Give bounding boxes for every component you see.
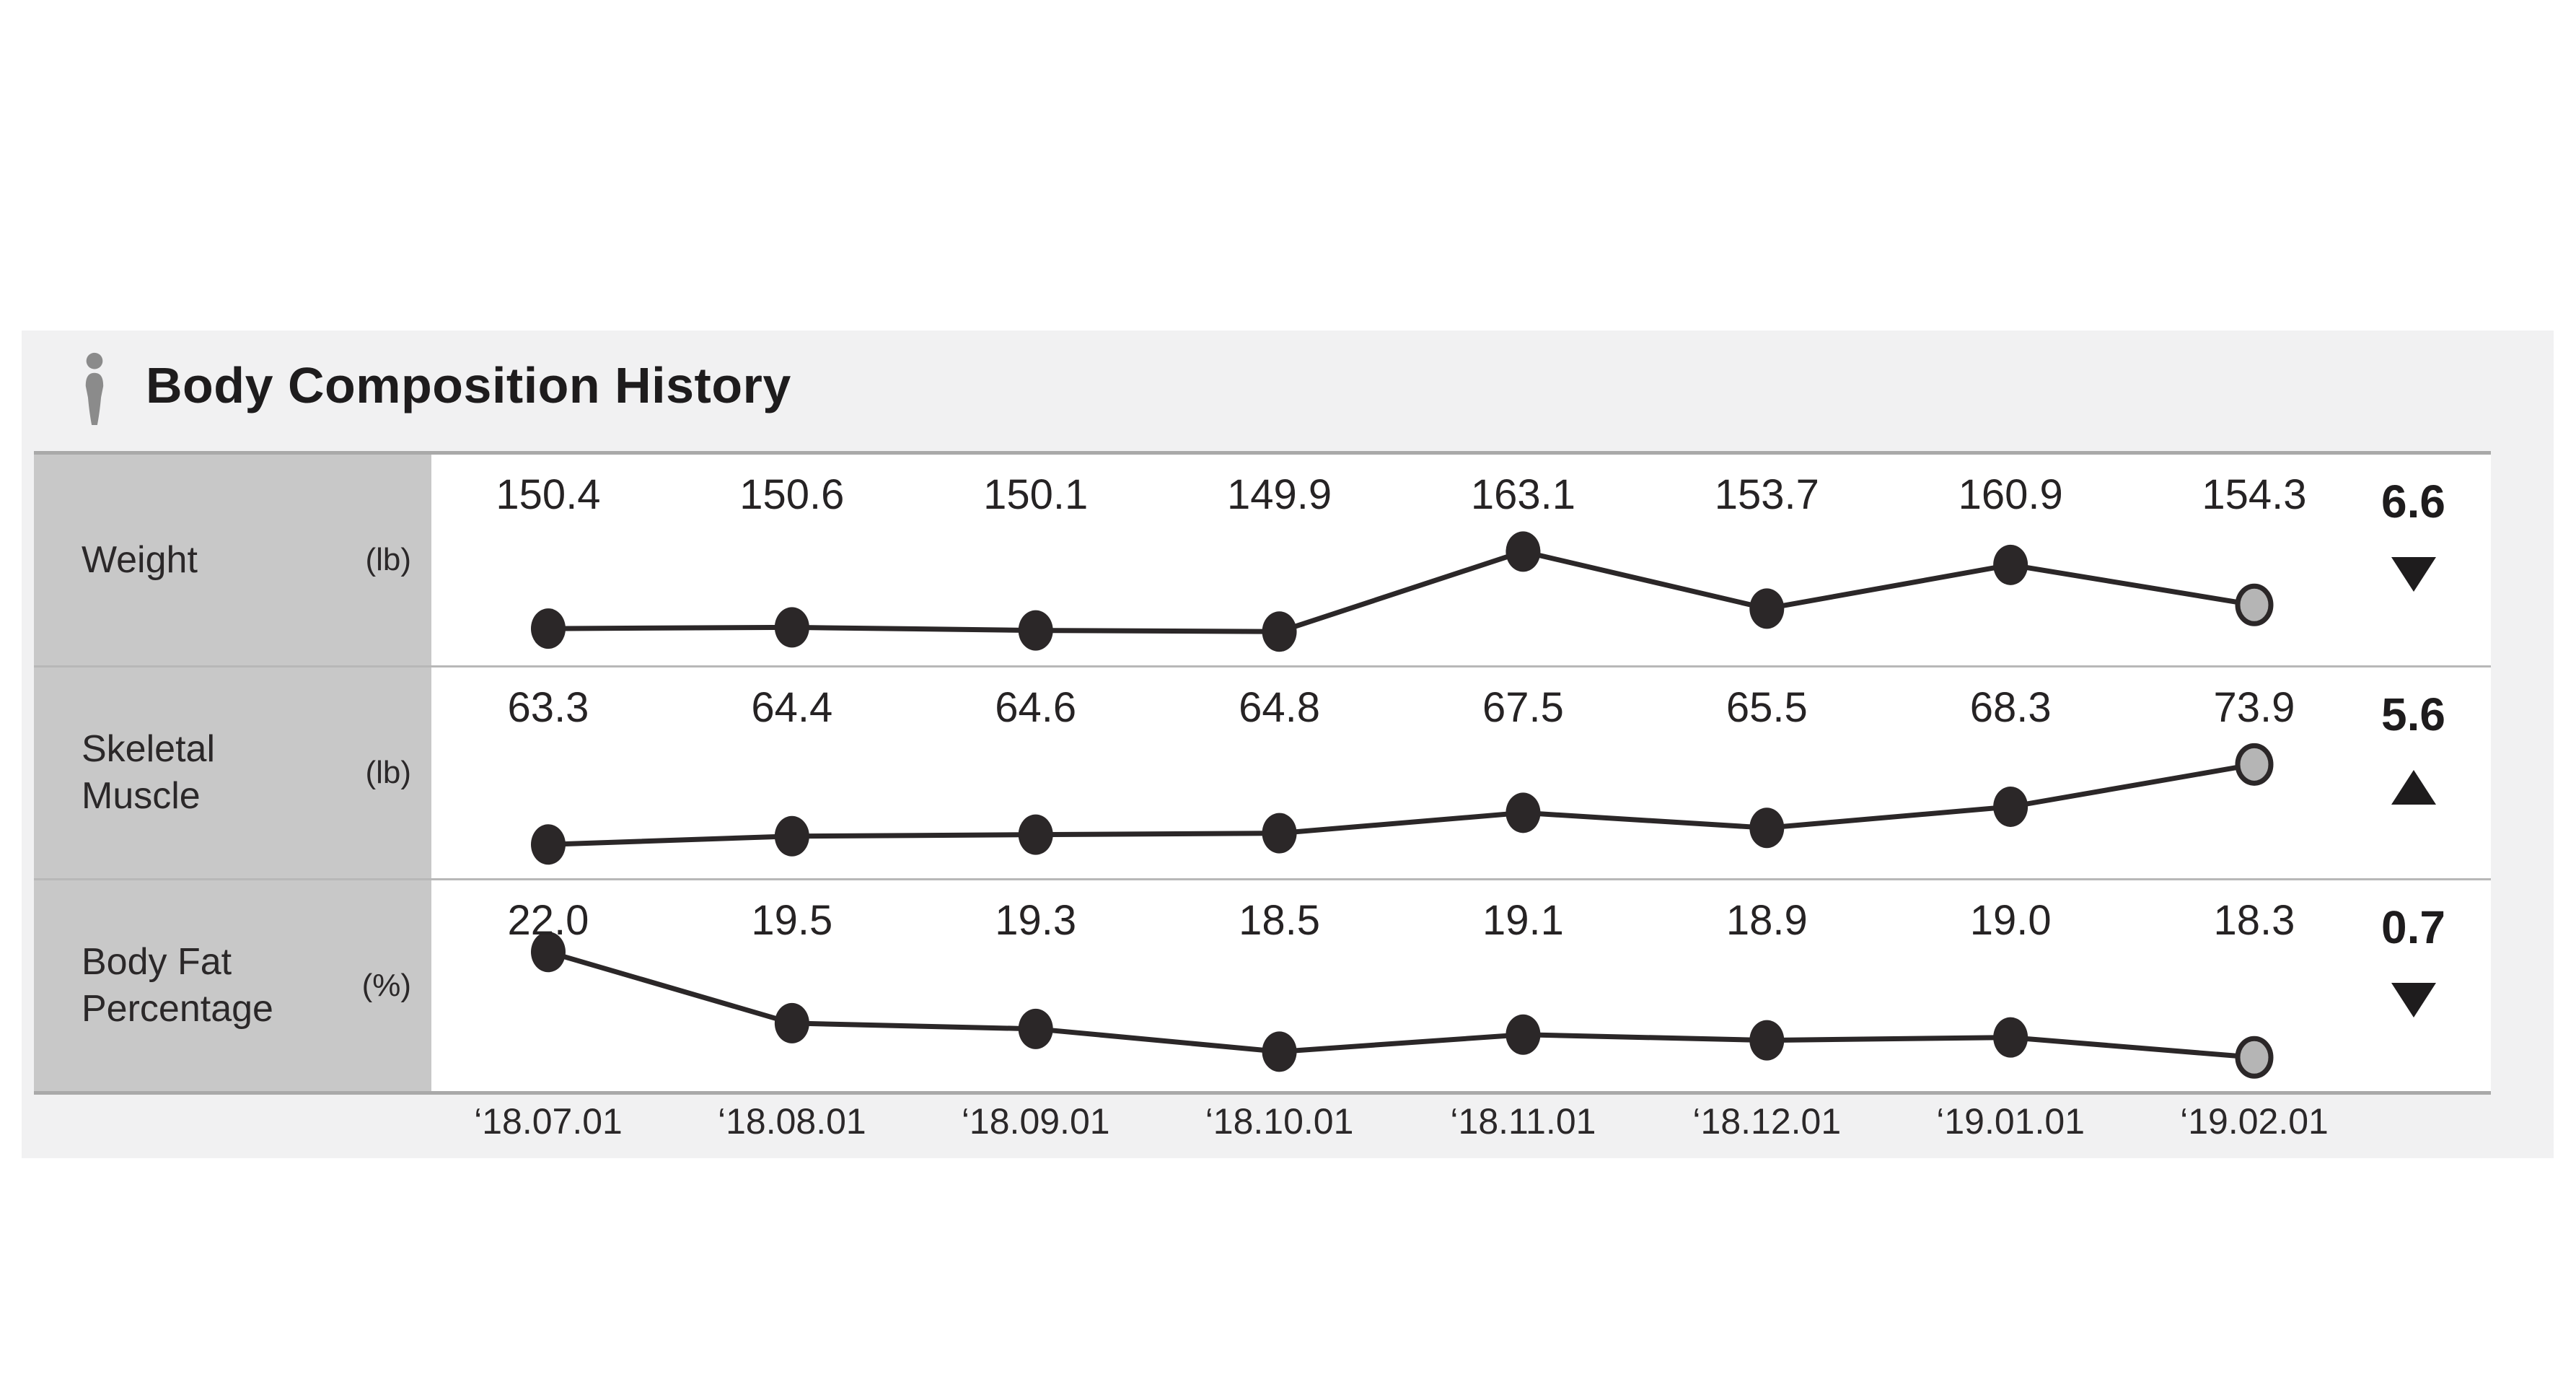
value-label: 149.9 — [1226, 471, 1332, 518]
table-row-body-fat-percentage: Body Fat Percentage (%) 22.0 19.5 19.3 18.5 19… — [34, 878, 2491, 1091]
value-label: 19.1 — [1482, 897, 1564, 944]
value-label: 18.3 — [2213, 897, 2295, 944]
row-label-cell: Weight (lb) — [34, 455, 431, 665]
value-label: 150.6 — [739, 471, 845, 518]
data-point — [1749, 807, 1785, 849]
value-label: 18.9 — [1726, 897, 1808, 944]
value-label: 64.4 — [751, 684, 833, 731]
change-indicator: 0.7 — [2336, 880, 2491, 1091]
data-point — [1505, 1014, 1541, 1055]
data-point — [1993, 786, 2028, 827]
change-direction-down-icon — [2391, 557, 2436, 592]
change-indicator: 5.6 — [2336, 667, 2491, 878]
trend-line-chart — [531, 743, 2274, 865]
value-label: 65.5 — [1726, 684, 1808, 731]
change-indicator: 6.6 — [2336, 455, 2491, 665]
value-label: 19.3 — [995, 897, 1077, 944]
value-label: 153.7 — [1714, 471, 1819, 518]
row-label-cell: Skeletal Muscle (lb) — [34, 667, 431, 878]
value-label: 160.9 — [1958, 471, 2063, 518]
trend-line-chart — [531, 932, 2274, 1079]
value-label: 150.1 — [983, 471, 1089, 518]
data-point — [1018, 814, 1053, 855]
panel-header: Body Composition History — [22, 331, 2554, 451]
value-label: 154.3 — [2202, 471, 2307, 518]
change-value: 6.6 — [2381, 476, 2445, 528]
row-label-cell: Body Fat Percentage (%) — [34, 880, 431, 1091]
value-label: 19.0 — [1969, 897, 2052, 944]
data-point — [1993, 544, 2028, 585]
row-name-label: Skeletal Muscle — [82, 728, 215, 817]
data-point — [1749, 588, 1785, 629]
data-point — [1505, 531, 1541, 572]
x-axis-date-label: ‘19.02.01 — [2180, 1101, 2329, 1142]
data-point — [531, 608, 566, 649]
data-point — [1262, 611, 1297, 652]
x-axis-date-label: ‘18.07.01 — [474, 1101, 623, 1142]
change-value: 5.6 — [2381, 688, 2445, 740]
data-point-latest — [2235, 743, 2274, 786]
body-composition-panel: Body Composition History Weight (lb) 150.4… — [22, 331, 2554, 1158]
data-point — [531, 932, 566, 973]
trend-line — [548, 949, 2255, 1060]
page-title: Body Composition History — [146, 357, 791, 413]
data-point — [1749, 1020, 1785, 1061]
date-axis: ‘18.07.01 ‘18.08.01 ‘18.09.01 ‘18.10.01 ‘18.… — [22, 1095, 2554, 1158]
x-axis-date-label: ‘18.12.01 — [1692, 1101, 1842, 1142]
trend-line — [548, 761, 2255, 847]
trend-line — [548, 548, 2255, 634]
value-label: 68.3 — [1969, 684, 2052, 731]
data-point — [774, 607, 809, 648]
table-row-skeletal-muscle: Skeletal Muscle (lb) 63.3 64.4 64.6 64.8 67.5 6… — [34, 665, 2491, 878]
x-axis-date-label: ‘18.08.01 — [717, 1101, 866, 1142]
row-unit-label: (%) — [361, 968, 411, 1003]
value-label: 150.4 — [496, 471, 601, 518]
value-label: 18.5 — [1239, 897, 1321, 944]
data-point — [1018, 610, 1053, 651]
data-point — [1505, 792, 1541, 833]
change-value: 0.7 — [2381, 901, 2445, 953]
data-point-latest — [2235, 1036, 2274, 1079]
data-point — [1018, 1008, 1053, 1049]
value-label: 22.0 — [507, 897, 589, 944]
trend-chart-cell: 22.0 19.5 19.3 18.5 19.1 18.9 19.0 18.3 0.7 — [431, 880, 2491, 1091]
trend-chart-cell: 150.4 150.6 150.1 149.9 163.1 153.7 160.9 154.3… — [431, 455, 2491, 665]
data-point — [1262, 1031, 1297, 1072]
data-point-latest — [2235, 583, 2274, 626]
data-point — [1993, 1017, 2028, 1058]
value-label: 63.3 — [507, 684, 589, 731]
trend-line-chart — [531, 531, 2274, 652]
value-label: 64.8 — [1239, 684, 1321, 731]
x-axis-date-label: ‘19.01.01 — [1936, 1101, 2085, 1142]
x-axis-date-label: ‘18.11.01 — [1450, 1101, 1596, 1142]
data-point — [531, 824, 566, 865]
table-row-weight: Weight (lb) 150.4 150.6 150.1 149.9 163.1 153.7… — [34, 455, 2491, 665]
value-label: 19.5 — [751, 897, 833, 944]
x-axis-date-label: ‘18.09.01 — [961, 1101, 1110, 1142]
value-label: 163.1 — [1470, 471, 1575, 518]
row-unit-label: (lb) — [365, 542, 411, 577]
value-label: 67.5 — [1482, 684, 1564, 731]
row-name-label: Body Fat Percentage — [82, 941, 273, 1030]
table-rows: Weight (lb) 150.4 150.6 150.1 149.9 163.1 153.7… — [34, 451, 2491, 1095]
change-direction-down-icon — [2391, 983, 2436, 1017]
data-point — [774, 1002, 809, 1043]
trend-chart-cell: 63.3 64.4 64.6 64.8 67.5 65.5 68.3 73.9 5.6 — [431, 667, 2491, 878]
value-label: 73.9 — [2213, 684, 2295, 731]
row-unit-label: (lb) — [365, 755, 411, 790]
change-direction-up-icon — [2391, 770, 2436, 805]
data-point — [1262, 813, 1297, 854]
data-point — [774, 815, 809, 857]
person-icon — [85, 352, 104, 426]
value-label: 64.6 — [995, 684, 1077, 731]
row-name-label: Weight — [82, 538, 198, 581]
x-axis-date-label: ‘18.10.01 — [1205, 1101, 1354, 1142]
